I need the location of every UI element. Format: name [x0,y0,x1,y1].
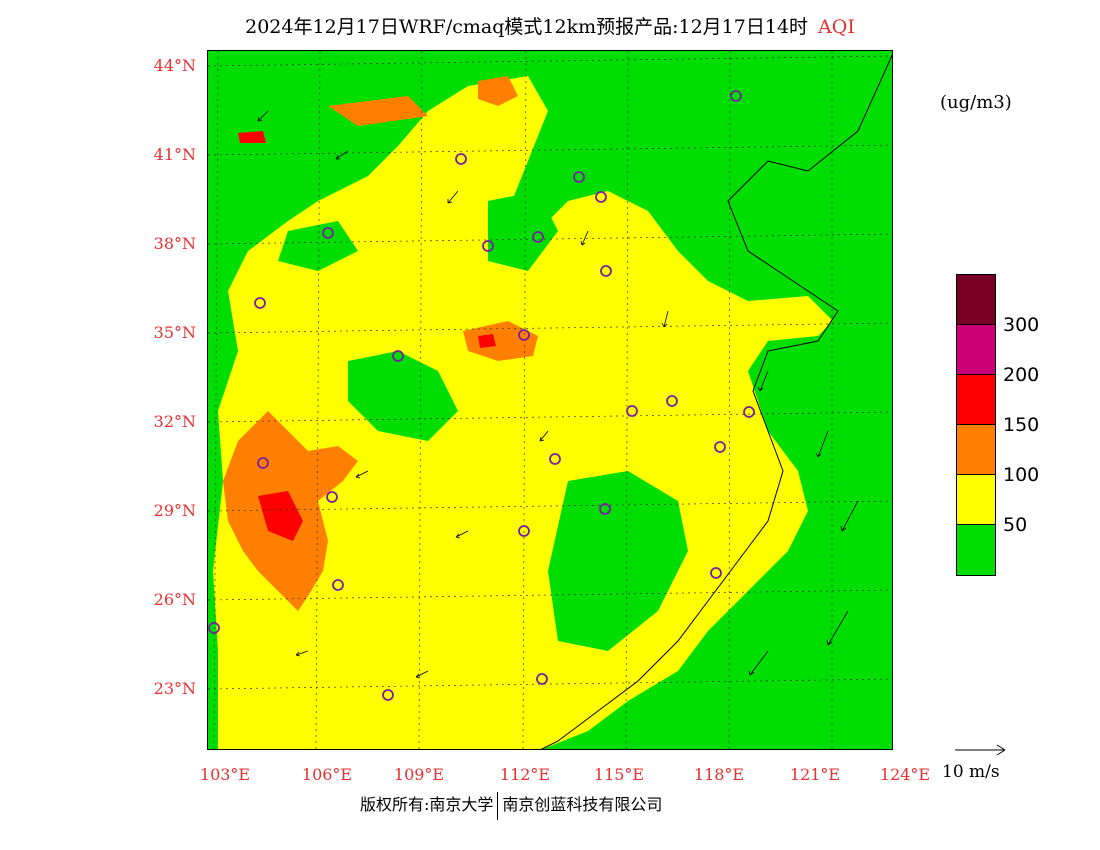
lat-label-41: 41°N [153,145,196,164]
legend-label-50: 50 [1003,514,1028,536]
legend-label-300: 300 [1003,314,1040,336]
legend-swatch-very-unhealthy [957,325,995,375]
aqi-good-pocket [488,191,558,271]
lat-label-38: 38°N [153,234,196,253]
copyright-right: 南京创蓝科技有限公司 [502,795,663,814]
copyright-footer: 版权所有:南京大学 南京创蓝科技有限公司 [360,791,662,820]
aqi-map-svg [208,51,892,749]
aqi-unhealthy-sensitive-area [463,321,538,361]
legend-swatch-unhealthy [957,375,995,425]
aqi-legend [956,274,996,576]
lat-label-23: 23°N [153,679,196,698]
title-text: 2024年12月17日WRF/cmaq模式12km预报产品:12月17日14时 [245,16,809,38]
aqi-unhealthy-sensitive-area [478,76,518,106]
aqi-good-pocket [548,471,688,651]
lat-label-32: 32°N [153,412,196,431]
legend-label-150: 150 [1003,414,1040,436]
graticule [208,51,892,749]
aqi-unhealthy-sensitive-area [328,96,428,126]
aqi-moderate-area [213,76,833,749]
legend-swatch-moderate [957,475,995,525]
wind-reference-arrow-icon [955,744,1006,756]
legend-unit: (ug/m3) [940,92,1012,113]
title-variable: AQI [818,16,855,38]
aqi-unhealthy-area [478,334,496,348]
lon-label-115: 115°E [593,765,645,784]
aqi-unhealthy-area [238,131,266,143]
copyright-left: 版权所有:南京大学 [360,795,494,814]
lat-label-29: 29°N [153,501,196,520]
lat-label-44: 44°N [153,56,196,75]
aqi-unhealthy-area [258,491,303,541]
aqi-map [207,50,893,750]
legend-swatch-good [957,525,995,575]
map-title: 2024年12月17日WRF/cmaq模式12km预报产品:12月17日14时 A… [0,12,1100,39]
legend-swatch-hazardous [957,275,995,325]
aqi-good-pocket [278,221,358,271]
wind-vectors [257,110,859,679]
footer-divider [497,791,499,820]
lat-label-26: 26°N [153,590,196,609]
station-markers [208,90,755,701]
lon-label-112: 112°E [499,765,551,784]
legend-label-100: 100 [1003,464,1040,486]
coastline [540,54,892,749]
lon-label-103: 103°E [199,765,251,784]
lon-label-124: 124°E [879,765,931,784]
lon-label-109: 109°E [393,765,445,784]
lon-label-118: 118°E [693,765,745,784]
legend-swatch-unhealthy-sensitive [957,425,995,475]
lon-label-121: 121°E [789,765,841,784]
lon-label-106: 106°E [301,765,353,784]
lat-label-35: 35°N [153,323,196,342]
wind-reference-label: 10 m/s [942,762,1000,782]
legend-label-200: 200 [1003,364,1040,386]
